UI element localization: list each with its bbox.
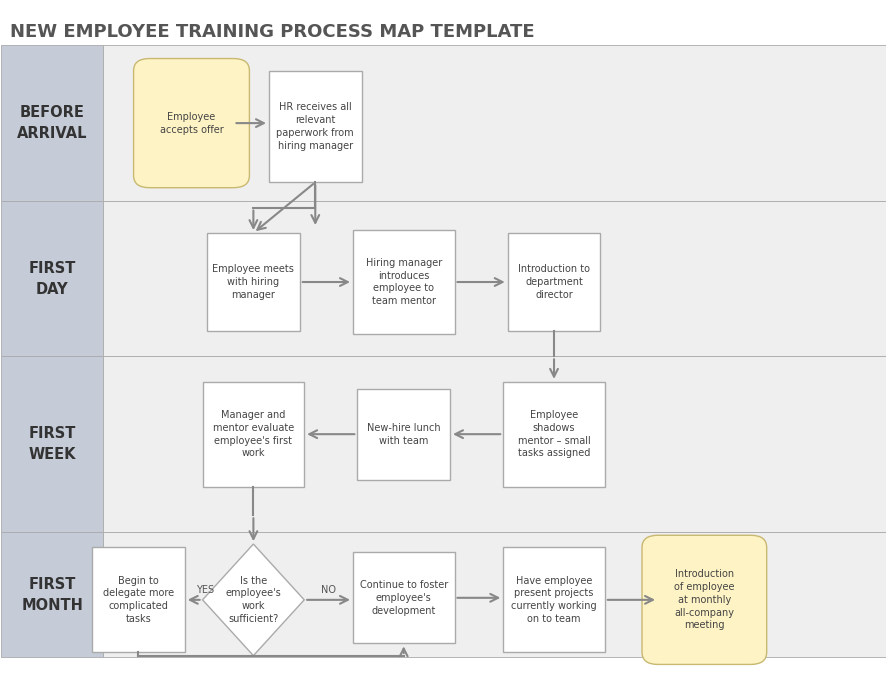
Text: FIRST
MONTH: FIRST MONTH xyxy=(21,576,83,612)
Polygon shape xyxy=(202,544,304,656)
Text: Is the
employee's
work
sufficient?: Is the employee's work sufficient? xyxy=(225,576,281,624)
FancyBboxPatch shape xyxy=(502,382,604,487)
Text: Begin to
delegate more
complicated
tasks: Begin to delegate more complicated tasks xyxy=(103,576,174,624)
FancyBboxPatch shape xyxy=(134,58,249,187)
Text: NEW EMPLOYEE TRAINING PROCESS MAP TEMPLATE: NEW EMPLOYEE TRAINING PROCESS MAP TEMPLA… xyxy=(11,23,534,41)
Text: Employee meets
with hiring
manager: Employee meets with hiring manager xyxy=(213,264,294,300)
FancyBboxPatch shape xyxy=(353,230,454,335)
FancyBboxPatch shape xyxy=(268,71,361,182)
FancyBboxPatch shape xyxy=(507,233,600,331)
Text: Hiring manager
introduces
employee to
team mentor: Hiring manager introduces employee to te… xyxy=(365,258,441,306)
Text: Manager and
mentor evaluate
employee's first
work: Manager and mentor evaluate employee's f… xyxy=(213,410,293,458)
Text: NO: NO xyxy=(321,585,336,595)
FancyBboxPatch shape xyxy=(357,388,449,480)
FancyBboxPatch shape xyxy=(2,356,103,532)
FancyBboxPatch shape xyxy=(2,45,103,201)
Text: Employee
accepts offer: Employee accepts offer xyxy=(159,112,223,134)
FancyBboxPatch shape xyxy=(502,547,604,653)
FancyBboxPatch shape xyxy=(2,201,103,356)
FancyBboxPatch shape xyxy=(202,382,304,487)
Text: Continue to foster
employee's
development: Continue to foster employee's developmen… xyxy=(359,580,447,616)
Text: YES: YES xyxy=(196,585,214,595)
FancyBboxPatch shape xyxy=(641,535,766,665)
FancyBboxPatch shape xyxy=(2,532,103,657)
Text: New-hire lunch
with team: New-hire lunch with team xyxy=(367,423,440,445)
Text: Introduction to
department
director: Introduction to department director xyxy=(517,264,589,300)
Text: FIRST
DAY: FIRST DAY xyxy=(28,261,76,297)
Text: Introduction
of employee
at monthly
all-company
meeting: Introduction of employee at monthly all-… xyxy=(673,569,734,630)
FancyBboxPatch shape xyxy=(103,532,884,657)
FancyBboxPatch shape xyxy=(103,356,884,532)
FancyBboxPatch shape xyxy=(103,201,884,356)
Text: Employee
shadows
mentor – small
tasks assigned: Employee shadows mentor – small tasks as… xyxy=(517,410,590,458)
FancyBboxPatch shape xyxy=(92,547,184,653)
Text: HR receives all
relevant
paperwork from
hiring manager: HR receives all relevant paperwork from … xyxy=(276,103,354,151)
FancyBboxPatch shape xyxy=(206,233,299,331)
Text: FIRST
WEEK: FIRST WEEK xyxy=(28,426,76,462)
Text: BEFORE
ARRIVAL: BEFORE ARRIVAL xyxy=(17,105,88,141)
FancyBboxPatch shape xyxy=(103,45,884,201)
FancyBboxPatch shape xyxy=(353,552,454,644)
Text: Have employee
present projects
currently working
on to team: Have employee present projects currently… xyxy=(510,576,596,624)
